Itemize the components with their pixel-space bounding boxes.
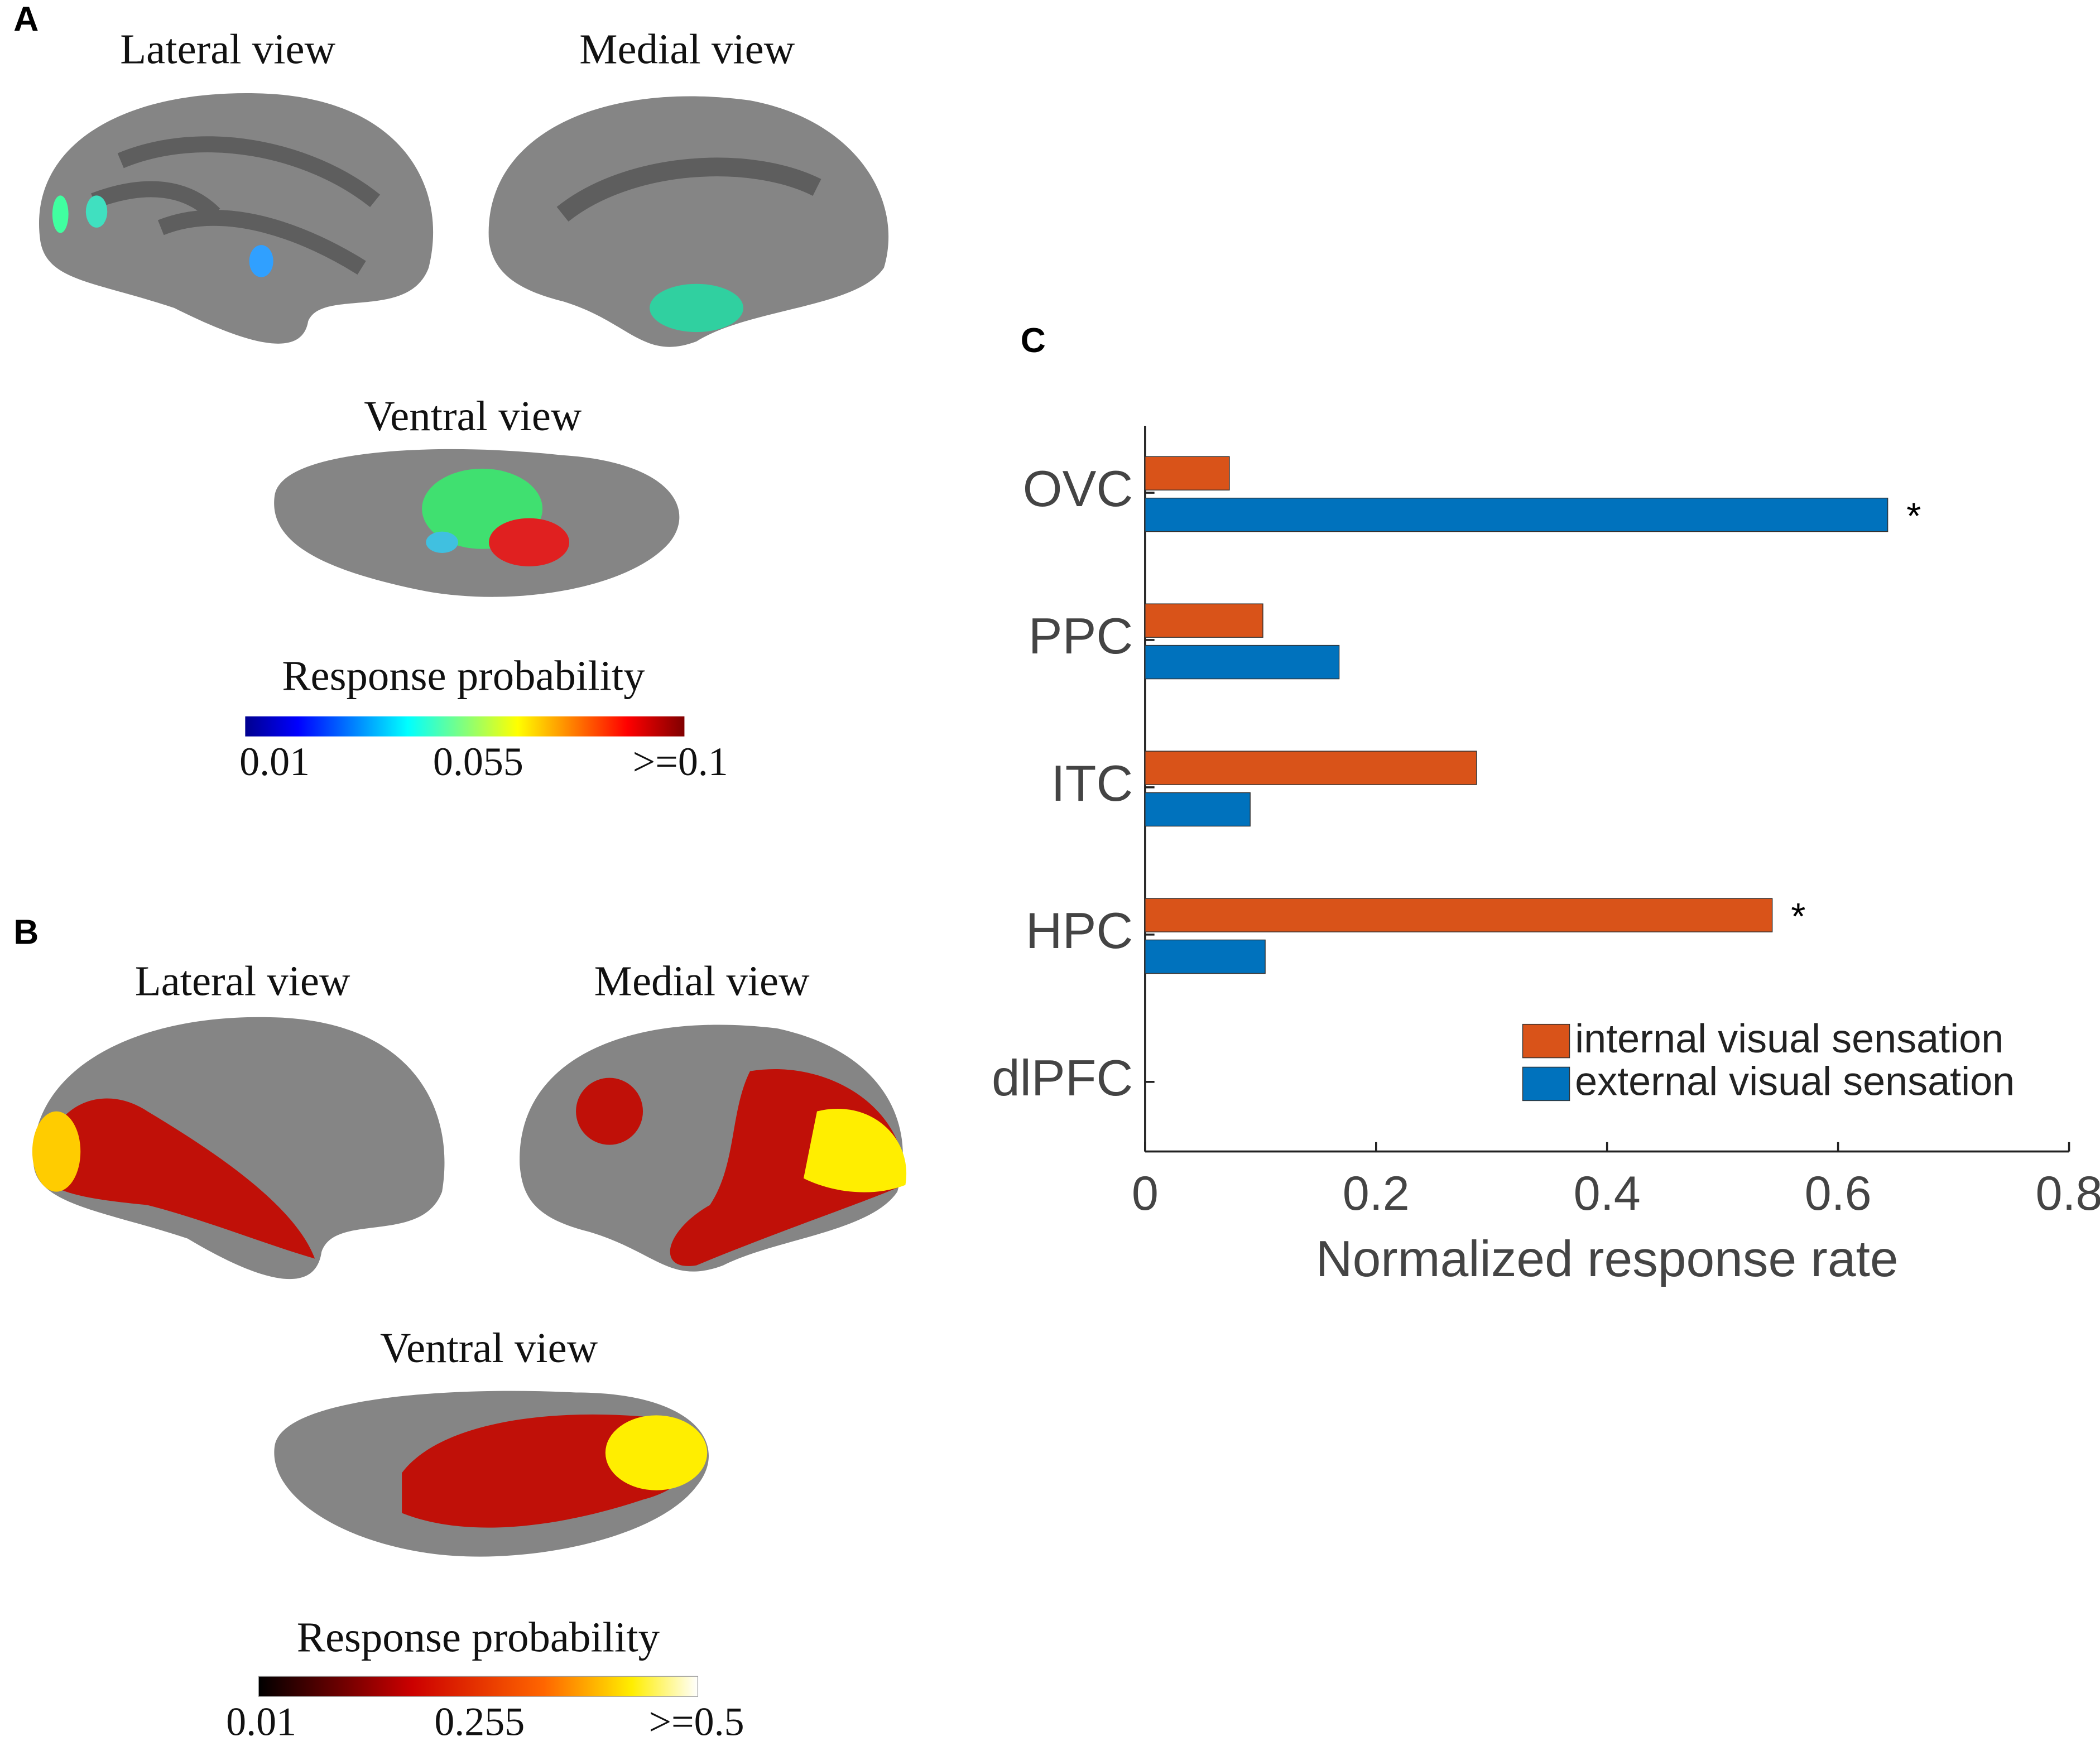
brain-medial <box>520 1024 907 1272</box>
brain-medial <box>488 96 889 347</box>
panel-label: B <box>13 913 39 951</box>
bar <box>1145 792 1251 827</box>
view-title: Medial view <box>579 26 795 73</box>
colorbar-tick: 0.055 <box>433 739 523 784</box>
legend-label: external visual sensation <box>1575 1060 2015 1104</box>
view-title: Lateral view <box>120 26 335 73</box>
colorbar-title: Response probability <box>282 652 645 700</box>
legend-label: internal visual sensation <box>1575 1017 2003 1061</box>
colorbar <box>258 1676 699 1697</box>
y-tick-label: OVC <box>1023 460 1133 517</box>
brain-lateral <box>32 1017 445 1280</box>
view-title: Ventral view <box>380 1324 598 1372</box>
bar <box>1145 497 1888 532</box>
brain-ventral <box>274 1391 709 1557</box>
view-title: Ventral view <box>364 392 582 440</box>
annotation: * <box>1791 896 1805 937</box>
bar-chart: 0 0.2 0.4 0.6 0.8 Normalized response rate OVC… <box>992 426 2100 1287</box>
x-axis-label: Normalized response rate <box>1316 1230 1899 1287</box>
view-title: Medial view <box>594 958 810 1005</box>
y-tick-label: ITC <box>1051 755 1133 812</box>
annotation: * <box>1906 496 1921 537</box>
bar <box>1145 456 1230 490</box>
brain-ventral <box>274 449 680 597</box>
colorbar-tick: 0.01 <box>239 739 310 784</box>
view-title: Lateral view <box>135 958 350 1005</box>
x-tick-label: 0.4 <box>1574 1167 1641 1220</box>
colorbar-tick: 0.255 <box>434 1700 525 1744</box>
colorbar-tick: >=0.5 <box>648 1700 744 1744</box>
bar <box>1145 603 1263 638</box>
bar <box>1145 751 1477 785</box>
y-tick-label: HPC <box>1026 902 1133 959</box>
bar <box>1145 644 1340 680</box>
x-tick-label: 0.6 <box>1805 1167 1872 1220</box>
y-tick-label: PPC <box>1029 608 1133 665</box>
colorbar <box>245 716 685 737</box>
x-tick-label: 0.8 <box>2036 1167 2100 1220</box>
legend-swatch <box>1522 1066 1570 1102</box>
panel-label: C <box>1021 321 1046 360</box>
colorbar-title: Response probability <box>297 1613 660 1661</box>
colorbar-tick: >=0.1 <box>633 739 728 784</box>
x-tick-label: 0 <box>1132 1167 1159 1220</box>
x-tick-label: 0.2 <box>1343 1167 1410 1220</box>
brain-lateral <box>39 93 434 344</box>
y-tick-label: dlPFC <box>992 1050 1133 1107</box>
panel-label: A <box>13 0 39 39</box>
colorbar-tick: 0.01 <box>226 1700 296 1744</box>
legend-swatch <box>1522 1023 1570 1059</box>
bar <box>1145 898 1773 932</box>
bar <box>1145 939 1266 974</box>
